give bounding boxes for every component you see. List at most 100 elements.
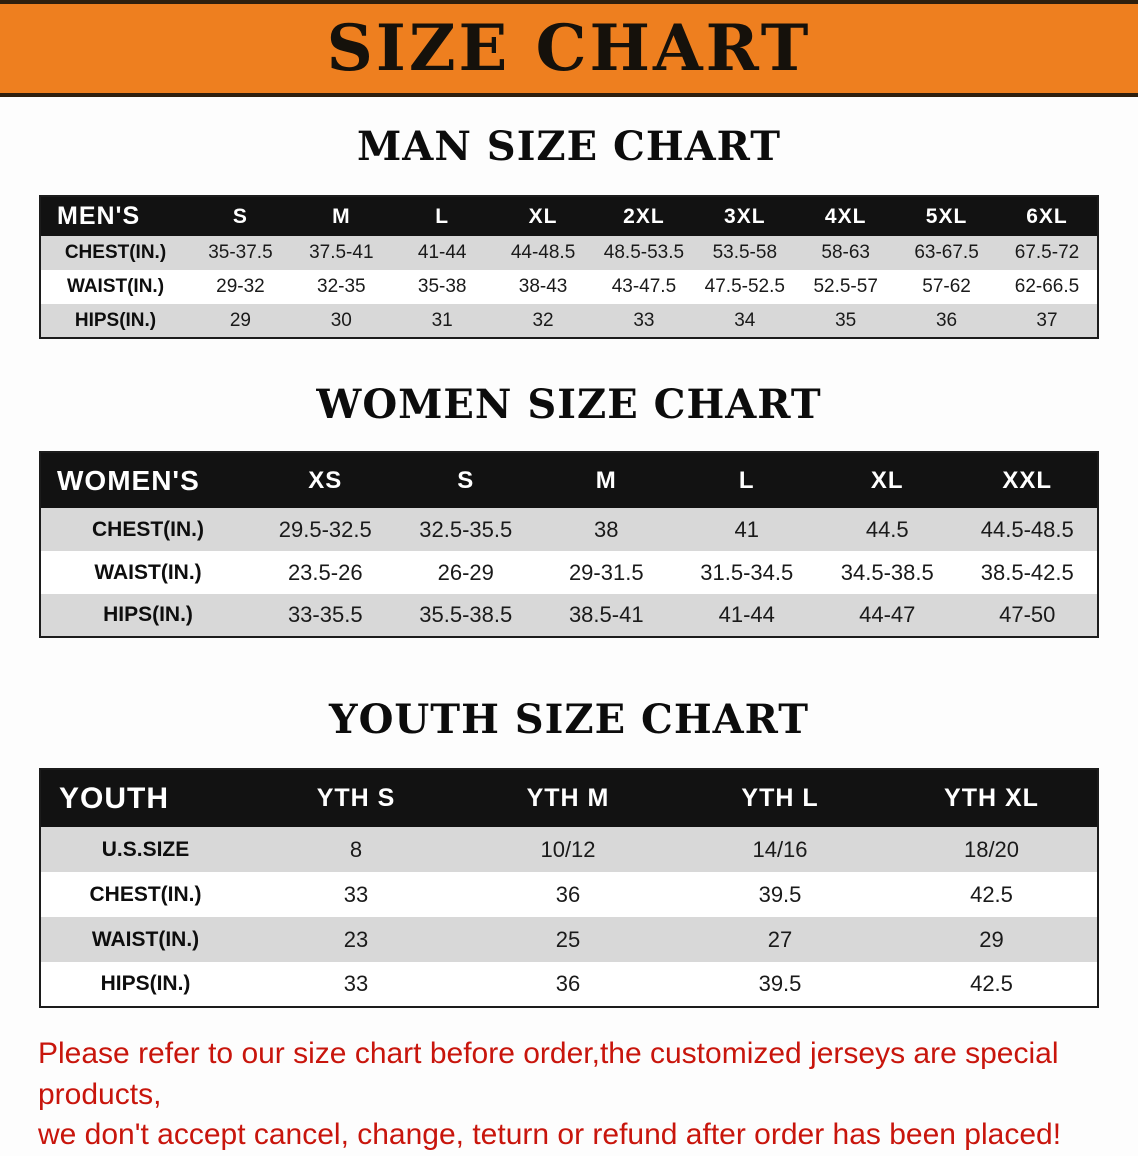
table-row: WAIST(IN.) 23.5-26 26-29 29-31.5 31.5-34.5 34… — [40, 551, 1098, 594]
size-value-cell: 38-43 — [518, 276, 568, 297]
size-column-header: M — [290, 196, 392, 236]
size-column-header: L — [676, 452, 817, 508]
size-column-header: XL — [817, 452, 958, 508]
size-column-header: YTH M — [462, 769, 674, 827]
size-value-cell: 33-35.5 — [287, 602, 363, 627]
table-row: WAIST(IN.) 23 25 27 29 — [40, 917, 1098, 962]
order-notice-line-2: we don't accept cancel, change, teturn o… — [38, 1118, 1062, 1151]
size-value-cell: 35.5-38.5 — [419, 602, 513, 627]
size-value-cell: 23 — [343, 926, 369, 952]
size-column-header: 4XL — [795, 196, 897, 236]
size-value-cell: 42.5 — [970, 881, 1013, 907]
size-column-header: 6XL — [997, 196, 1098, 236]
size-column-header: XXL — [957, 452, 1098, 508]
size-column-header: YTH L — [674, 769, 886, 827]
size-value-cell: 38.5-41 — [568, 602, 644, 627]
row-label: CHEST(IN.) — [64, 242, 167, 263]
size-value-cell: 41 — [734, 516, 759, 542]
size-chart-content: MAN SIZE CHART MEN'S S M L XL 2XL 3XL 4XL 5XL 6XL… — [0, 123, 1138, 1008]
size-column-header: 2XL — [593, 196, 695, 236]
size-column-header: 3XL — [694, 196, 796, 236]
size-value-cell: 26-29 — [437, 559, 494, 585]
row-label: HIPS(IN.) — [103, 603, 193, 626]
row-label: HIPS(IN.) — [100, 972, 191, 995]
youth-size-table: YOUTH YTH S YTH M YTH L YTH XL U.S.SIZE 8 10/12… — [39, 768, 1099, 1008]
table-corner-label: YOUTH — [40, 769, 250, 827]
size-value-cell: 14/16 — [752, 836, 808, 862]
size-value-cell: 32.5-35.5 — [419, 516, 513, 542]
size-value-cell: 29-32 — [216, 276, 265, 297]
table-row: HIPS(IN.) 33 36 39.5 42.5 — [40, 962, 1098, 1007]
size-value-cell: 36 — [555, 971, 581, 996]
row-label: CHEST(IN.) — [89, 882, 202, 906]
size-value-cell: 44.5 — [865, 516, 909, 542]
size-column-header: M — [536, 452, 677, 508]
size-value-cell: 30 — [330, 309, 352, 331]
row-label: CHEST(IN.) — [92, 517, 204, 541]
size-value-cell: 43-47.5 — [611, 276, 677, 297]
size-value-cell: 29 — [229, 309, 251, 331]
size-value-cell: 39.5 — [758, 971, 802, 996]
size-value-cell: 57-62 — [922, 276, 971, 297]
size-value-cell: 34.5-38.5 — [840, 559, 934, 585]
size-value-cell: 44-47 — [859, 602, 916, 627]
size-value-cell: 48.5-53.5 — [603, 242, 685, 263]
size-value-cell: 33 — [343, 971, 369, 996]
size-column-header: 5XL — [896, 196, 997, 236]
size-value-cell: 8 — [349, 836, 363, 862]
table-row: HIPS(IN.) 33-35.5 35.5-38.5 38.5-41 41-44 44-… — [40, 594, 1098, 637]
size-value-cell: 47.5-52.5 — [704, 276, 785, 297]
size-value-cell: 58-63 — [821, 242, 870, 263]
size-column-header: XS — [255, 452, 396, 508]
size-value-cell: 23.5-26 — [287, 559, 363, 585]
size-value-cell: 36 — [555, 881, 581, 907]
row-label: HIPS(IN.) — [74, 309, 157, 331]
size-value-cell: 37.5-41 — [309, 242, 374, 263]
table-row: HIPS(IN.) 29 30 31 32 33 34 35 36 37 — [40, 304, 1098, 338]
size-value-cell: 36 — [935, 309, 958, 331]
table-row: CHEST(IN.) 29.5-32.5 32.5-35.5 38 41 44.5 44.5… — [40, 508, 1098, 551]
row-label: WAIST(IN.) — [66, 276, 165, 297]
size-column-header: L — [391, 196, 493, 236]
size-column-header: XL — [492, 196, 594, 236]
size-value-cell: 18/20 — [963, 836, 1020, 862]
size-value-cell: 35-38 — [417, 276, 467, 297]
size-value-cell: 31.5-34.5 — [700, 559, 794, 585]
size-value-cell: 67.5-72 — [1014, 242, 1080, 263]
size-value-cell: 38 — [594, 516, 619, 542]
men-size-section: MAN SIZE CHART MEN'S S M L XL 2XL 3XL 4XL 5XL 6XL… — [0, 123, 1138, 339]
size-column-header: S — [190, 196, 291, 236]
table-row: WAIST(IN.) 29-32 32-35 35-38 38-43 43-47.5 47.… — [40, 270, 1098, 304]
size-value-cell: 38.5-42.5 — [980, 559, 1074, 585]
size-value-cell: 10/12 — [540, 836, 596, 862]
page-title: SIZE CHART — [326, 10, 812, 86]
size-column-header: S — [395, 452, 536, 508]
table-header-row: YOUTH YTH S YTH M YTH L YTH XL — [40, 769, 1098, 827]
table-corner-label: MEN'S — [40, 196, 190, 236]
size-value-cell: 41-44 — [718, 602, 775, 627]
size-value-cell: 29.5-32.5 — [278, 516, 372, 542]
table-row: CHEST(IN.) 35-37.5 37.5-41 41-44 44-48.5 48.5… — [40, 236, 1098, 270]
women-size-table: WOMEN'S XS S M L XL XXL CHEST(IN.) 29.5-32.5 32.5… — [39, 451, 1099, 638]
size-value-cell: 25 — [555, 926, 581, 952]
size-value-cell: 33 — [633, 309, 655, 331]
size-value-cell: 41-44 — [417, 242, 467, 263]
size-value-cell: 32 — [532, 309, 554, 331]
table-corner-label: WOMEN'S — [40, 452, 255, 508]
table-row: CHEST(IN.) 33 36 39.5 42.5 — [40, 872, 1098, 917]
size-column-header: YTH S — [250, 769, 462, 827]
size-value-cell: 37 — [1036, 309, 1058, 331]
size-value-cell: 39.5 — [758, 881, 802, 907]
order-notice-line-1: Please refer to our size chart before or… — [38, 1037, 1059, 1111]
size-value-cell: 44.5-48.5 — [980, 516, 1074, 542]
size-value-cell: 27 — [767, 926, 793, 952]
order-notice: Please refer to our size chart before or… — [0, 1034, 1138, 1156]
size-value-cell: 42.5 — [970, 971, 1013, 996]
men-section-heading: MAN SIZE CHART — [357, 123, 781, 170]
size-value-cell: 31 — [431, 309, 453, 331]
size-value-cell: 44-48.5 — [510, 242, 576, 263]
size-value-cell: 29 — [979, 926, 1004, 952]
size-value-cell: 29-31.5 — [568, 559, 644, 585]
size-column-header: YTH XL — [886, 769, 1098, 827]
